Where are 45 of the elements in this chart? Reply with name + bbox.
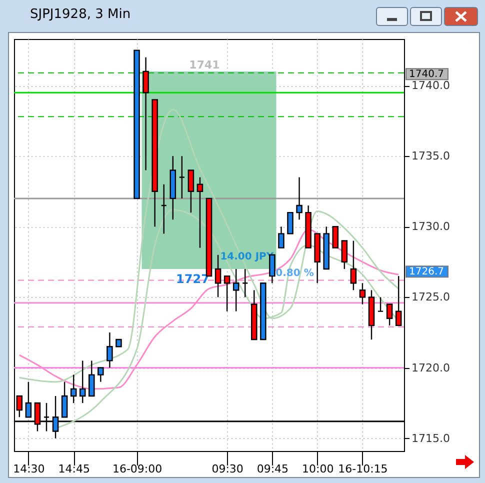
x-tick-label: 14:30: [13, 462, 45, 476]
candlestick: [242, 268, 248, 298]
y-tick-label: 1715.0: [412, 432, 450, 445]
annotation: 1727: [176, 272, 210, 286]
candlestick: [232, 268, 240, 312]
candlestick: [359, 282, 366, 305]
y-tick-label: 1720.0: [412, 361, 450, 374]
candlestick: [296, 176, 302, 220]
x-tick-label: 09:45: [256, 462, 289, 476]
x-tick-label: 14:45: [58, 462, 90, 476]
chart-title: SJPJ1928, 3 Min: [30, 7, 131, 22]
y-tick-label: 1740.0: [412, 79, 450, 92]
candlestick: [395, 275, 402, 326]
candlestick: [98, 367, 104, 382]
candlestick: [88, 360, 95, 397]
candlestick: [188, 170, 194, 214]
candlestick: [178, 156, 186, 200]
candlestick: [79, 360, 86, 404]
candlestick: [25, 381, 32, 418]
candlestick: [278, 226, 284, 248]
candlestick: [332, 226, 339, 248]
candlestick: [61, 381, 68, 418]
candlestick: [377, 296, 384, 312]
annotation: 0.80 %: [276, 268, 314, 280]
candlestick: [386, 304, 393, 326]
x-tick-label: 10:00: [302, 462, 334, 476]
candlestick: [287, 212, 294, 234]
candlestick: [142, 56, 149, 171]
x-tick-label: 16-10:15: [338, 462, 388, 476]
candlestick: [350, 240, 357, 291]
candlestick: [160, 184, 167, 234]
candlestick: [214, 254, 222, 298]
text: 1740.7: [409, 69, 444, 80]
y-tick-label: 1730.0: [412, 220, 450, 234]
y-tick-label: 1725.0: [412, 290, 450, 304]
annotation: 1741: [189, 58, 220, 72]
x-tick-label: 09:30: [212, 462, 244, 476]
x-tick-label: 16-09:00: [112, 462, 162, 476]
candlestick: [196, 176, 204, 248]
y-tick-label: 1735.0: [412, 150, 450, 163]
candlestick: [341, 240, 348, 270]
candlestick: [106, 332, 113, 368]
text: 1726.7: [409, 266, 444, 278]
candlestick: [70, 374, 77, 404]
candlestick: [224, 275, 230, 312]
